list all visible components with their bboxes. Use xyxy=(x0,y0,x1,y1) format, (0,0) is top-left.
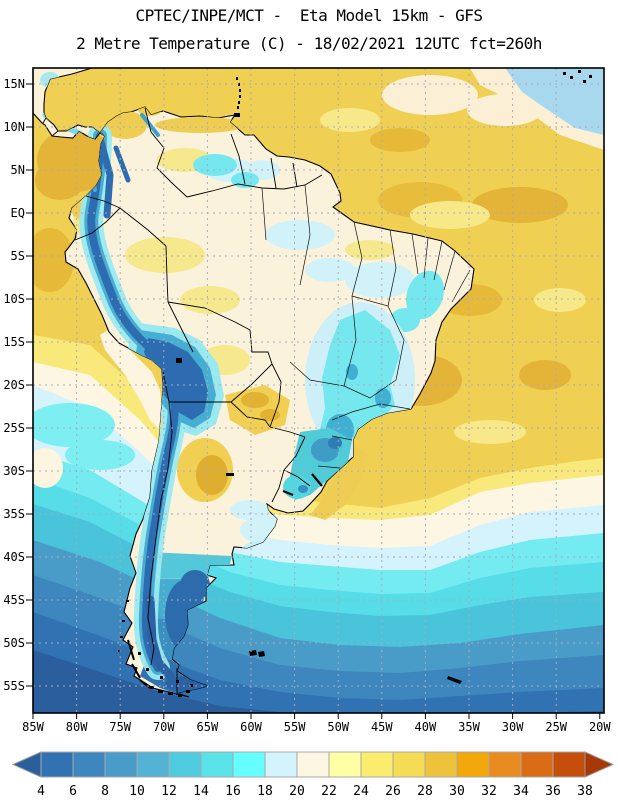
trinidad-island xyxy=(234,113,240,117)
colorbar-tick-label-8: 8 xyxy=(101,784,109,799)
colorbar-tick-label-10: 10 xyxy=(129,784,145,799)
colorbar-tick-label-32: 32 xyxy=(481,784,497,799)
pacific-cold-tongue xyxy=(33,330,368,520)
colorbar-segment xyxy=(328,751,362,778)
colorbar-tick-label-18: 18 xyxy=(257,784,273,799)
lon-tick-label-30W: 30W xyxy=(502,720,524,734)
lat-tick-label-40S: 40S xyxy=(3,550,25,564)
falkland-islands xyxy=(249,650,257,656)
colorbar-segment xyxy=(72,751,106,778)
lon-tick-label-80W: 80W xyxy=(66,720,88,734)
lat-tick-label-5N: 5N xyxy=(11,163,25,177)
colorbar-tick-label-36: 36 xyxy=(545,784,561,799)
colorbar-tick-label-22: 22 xyxy=(321,784,337,799)
colorbar-segment xyxy=(392,751,426,778)
colorbar-segment xyxy=(264,751,298,778)
colorbar-segment xyxy=(520,751,554,778)
colorbar-segment xyxy=(40,751,74,778)
state-borders xyxy=(261,184,471,469)
colorbar-tick-label-20: 20 xyxy=(289,784,305,799)
lon-tick-label-40W: 40W xyxy=(415,720,437,734)
colorbar-segment xyxy=(552,751,586,778)
lat-tick-label-35S: 35S xyxy=(3,507,25,521)
lat-tick-label-5S: 5S xyxy=(11,249,25,263)
colorbar-segment xyxy=(488,751,522,778)
colorbar-tick-label-24: 24 xyxy=(353,784,369,799)
lat-tick-label-45S: 45S xyxy=(3,593,25,607)
country-borders xyxy=(42,107,323,695)
colorbar-tick-label-38: 38 xyxy=(577,784,593,799)
colorbar-tick-label-34: 34 xyxy=(513,784,529,799)
map-content xyxy=(33,68,604,713)
lat-tick-label-15S: 15S xyxy=(3,335,25,349)
lon-tick-label-45W: 45W xyxy=(371,720,393,734)
colorbar-tick-label-4: 4 xyxy=(37,784,45,799)
temperature-colorbar: 4 6 8 10 12 14 16 18 20 22 24 26 28 30 32 34 36 38 xyxy=(11,751,615,799)
lat-tick-label-15N: 15N xyxy=(3,77,25,91)
longitude-axis: 85W 80W 75W 70W 65W 60W 55W 50W 45W 40W 35W 30W 25W 2… xyxy=(22,713,611,734)
lon-tick-label-65W: 65W xyxy=(197,720,219,734)
colorbar-segment xyxy=(168,751,202,778)
lat-tick-label-30S: 30S xyxy=(3,464,25,478)
colorbar-segment xyxy=(360,751,394,778)
colorbar-segment xyxy=(104,751,138,778)
colorbar-tick-label-30: 30 xyxy=(449,784,465,799)
graticule-grid xyxy=(33,68,604,713)
lat-tick-label-55S: 55S xyxy=(3,679,25,693)
colorbar-segment xyxy=(296,751,330,778)
lon-tick-label-50W: 50W xyxy=(327,720,349,734)
ocean-temperature-patches xyxy=(33,68,604,444)
colorbar-segment xyxy=(456,751,490,778)
colorbar-above-max-arrow xyxy=(584,751,615,778)
colorbar-tick-label-26: 26 xyxy=(385,784,401,799)
lat-tick-label-20S: 20S xyxy=(3,378,25,392)
lat-tick-label-EQ: EQ xyxy=(11,206,25,220)
colorbar-tick-label-6: 6 xyxy=(69,784,77,799)
lon-tick-label-25W: 25W xyxy=(545,720,567,734)
lon-tick-label-85W: 85W xyxy=(22,720,44,734)
lon-tick-label-60W: 60W xyxy=(240,720,262,734)
lat-tick-label-10N: 10N xyxy=(3,120,25,134)
colorbar-tick-label-28: 28 xyxy=(417,784,433,799)
cape-verde-islands xyxy=(563,72,566,75)
page-title: CPTEC/INPE/MCT - Eta Model 15km - GFS xyxy=(135,6,483,25)
latitude-axis: 15N 10N 5N EQ 5S 10S 15S 20S 25S 30S 35S 40S 45S 50S 5… xyxy=(3,77,33,693)
lon-tick-label-70W: 70W xyxy=(153,720,175,734)
colorbar-segment xyxy=(424,751,458,778)
lat-tick-label-10S: 10S xyxy=(3,292,25,306)
lon-tick-label-20W: 20W xyxy=(589,720,611,734)
colorbar-segment xyxy=(200,751,234,778)
lon-tick-label-35W: 35W xyxy=(458,720,480,734)
lon-tick-label-75W: 75W xyxy=(109,720,131,734)
colorbar-segment xyxy=(136,751,170,778)
map-frame xyxy=(32,67,605,714)
south-georgia-island xyxy=(447,676,462,684)
lat-tick-label-50S: 50S xyxy=(3,636,25,650)
lon-tick-label-55W: 55W xyxy=(284,720,306,734)
colorbar-tick-label-14: 14 xyxy=(193,784,209,799)
colorbar-segment xyxy=(232,751,266,778)
colorbar-tick-label-12: 12 xyxy=(161,784,177,799)
lat-tick-label-25S: 25S xyxy=(3,421,25,435)
colorbar-tick-label-16: 16 xyxy=(225,784,241,799)
colorbar-below-min-arrow xyxy=(11,751,42,778)
page-subtitle: 2 Metre Temperature (C) - 18/02/2021 12U… xyxy=(76,34,542,53)
